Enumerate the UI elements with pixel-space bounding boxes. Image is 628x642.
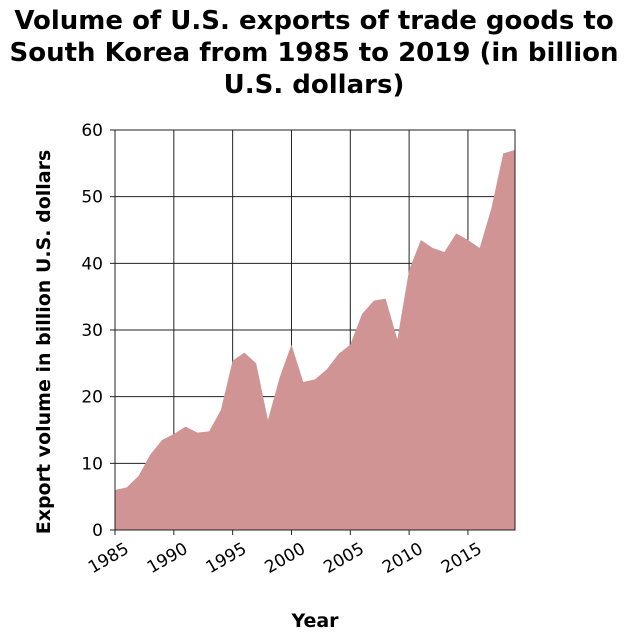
y-tick-label: 60 bbox=[81, 121, 103, 141]
x-axis-label: Year bbox=[290, 610, 339, 632]
y-tick-label: 50 bbox=[81, 188, 103, 208]
y-tick-label: 30 bbox=[81, 321, 103, 341]
x-tick-label: 2005 bbox=[320, 539, 367, 578]
title-line-1: Volume of U.S. exports of trade goods to bbox=[14, 6, 613, 36]
y-tick-label: 10 bbox=[81, 454, 103, 474]
export-volume-area bbox=[115, 150, 515, 530]
x-tick-label: 1995 bbox=[203, 539, 250, 578]
y-tick-label: 0 bbox=[92, 521, 103, 541]
y-axis-ticks: 0 10 20 30 40 50 60 bbox=[81, 121, 115, 541]
y-axis-label: Export volume in billion U.S. dollars bbox=[33, 150, 55, 535]
y-tick-label: 40 bbox=[81, 254, 103, 274]
x-tick-label: 2010 bbox=[379, 539, 426, 578]
y-tick-label: 20 bbox=[81, 388, 103, 408]
x-tick-label: 2015 bbox=[438, 539, 485, 578]
x-tick-label: 1990 bbox=[144, 539, 191, 578]
x-axis-ticks: 1985 1990 1995 2000 2005 2010 2015 bbox=[85, 530, 485, 578]
title-line-3: U.S. dollars) bbox=[224, 70, 405, 100]
x-tick-label: 2000 bbox=[262, 539, 309, 578]
x-tick-label: 1985 bbox=[85, 539, 132, 578]
title-line-2: South Korea from 1985 to 2019 (in billio… bbox=[10, 38, 619, 68]
chart-title: Volume of U.S. exports of trade goods to… bbox=[10, 6, 619, 100]
